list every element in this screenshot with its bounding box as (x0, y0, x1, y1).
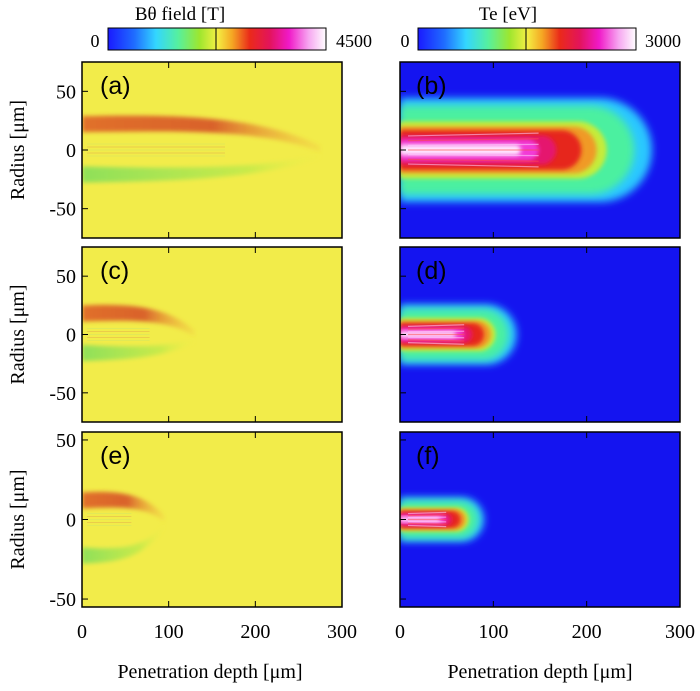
ylabel: Radius [μm] (7, 100, 29, 200)
panel-bfield-2: 50 0 -50 (e) Radius [μm] (7, 430, 343, 611)
ytick-label: 50 (56, 430, 76, 452)
xtick-label: 0 (395, 621, 405, 643)
bfield-negative-band (82, 154, 321, 183)
panel-bfield-0: 50 0 -50 (a) Radius [μm] (7, 61, 343, 239)
colorbar-min-te: 0 (401, 31, 410, 51)
ylabel: Radius [μm] (7, 469, 29, 569)
colorbar-title-te: Te [eV] (479, 4, 537, 25)
xtick-label: 0 (77, 621, 87, 643)
colorbar-title-bfield: Bθ field [T] (135, 4, 225, 25)
panel-label: (e) (100, 442, 131, 470)
ytick-label: -50 (49, 589, 76, 611)
bfield-negative-band (82, 338, 195, 361)
bfield-positive-band (82, 304, 195, 337)
xtick-label: 200 (240, 621, 270, 643)
ytick-label: 50 (56, 266, 76, 288)
panel-te-1: (d) (399, 246, 681, 423)
bfield-positive-band (82, 115, 321, 152)
xtick-label: 100 (154, 621, 184, 643)
ytick-label: 50 (56, 81, 76, 103)
panel-label: (c) (100, 257, 129, 285)
colorbar-max-bfield: 4500 (336, 31, 372, 51)
colorbar-max-te: 3000 (645, 31, 681, 51)
xtick-label: 300 (665, 621, 695, 643)
xtick-label: 200 (572, 621, 602, 643)
xtick-label: 100 (478, 621, 508, 643)
panel-label: (d) (416, 257, 447, 285)
ytick-label: 0 (66, 510, 76, 532)
ytick-label: -50 (49, 199, 76, 221)
colorbar-min-bfield: 0 (91, 31, 100, 51)
panel-te-0: (b) (399, 61, 681, 239)
ytick-label: -50 (49, 383, 76, 405)
panel-te-2: (f) (399, 431, 681, 608)
colorbar-te: Te [eV] 0 3000 (401, 4, 682, 51)
panel-bfield-1: 50 0 -50 (c) Radius [μm] (7, 246, 343, 423)
ytick-label: 0 (66, 140, 76, 162)
bfield-negative-band (82, 523, 165, 564)
xtick-label: 300 (327, 621, 357, 643)
xlabel-right: Penetration depth [μm] (447, 661, 632, 683)
panel-label: (b) (416, 72, 447, 100)
ylabel: Radius [μm] (7, 284, 29, 384)
colorbar-bfield: Bθ field [T] 0 4500 (91, 4, 373, 51)
ytick-label: 0 (66, 325, 76, 347)
xlabel-left: Penetration depth [μm] (117, 661, 302, 683)
panel-label: (f) (416, 442, 440, 470)
panel-label: (a) (100, 72, 131, 100)
bfield-positive-band (82, 491, 165, 522)
